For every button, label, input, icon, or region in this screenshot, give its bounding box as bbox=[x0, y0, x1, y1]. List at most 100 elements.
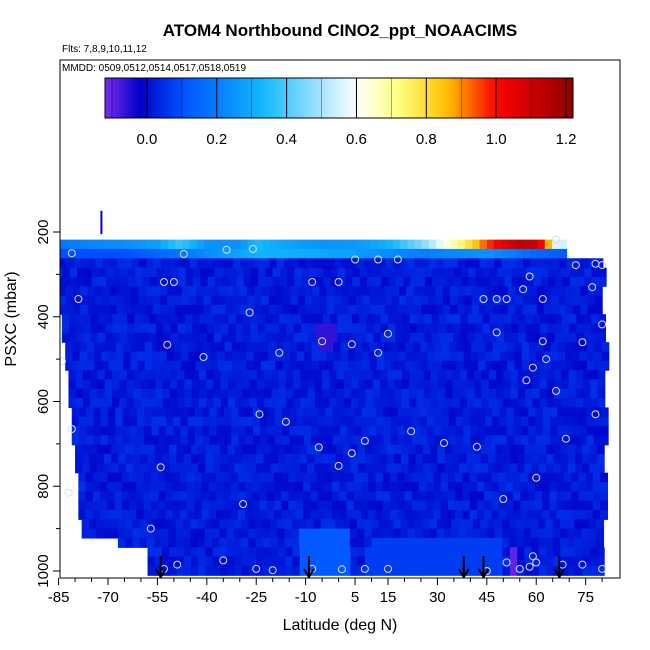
heatmap-cell bbox=[406, 295, 415, 306]
heatmap-cell bbox=[175, 239, 184, 250]
heatmap-cell bbox=[507, 351, 516, 362]
heatmap-cell bbox=[478, 360, 487, 371]
heatmap-cell bbox=[295, 472, 304, 483]
heatmap-cell bbox=[276, 295, 284, 306]
heatmap-cell bbox=[182, 248, 191, 259]
heatmap-cell bbox=[364, 547, 373, 558]
heatmap-cell bbox=[524, 454, 533, 464]
heatmap-cell bbox=[467, 370, 475, 381]
heatmap-cell bbox=[561, 314, 570, 325]
heatmap-cell bbox=[75, 388, 84, 399]
heatmap-cell bbox=[505, 472, 514, 483]
heatmap-cell bbox=[274, 482, 282, 492]
heatmap-cell bbox=[386, 547, 395, 558]
heatmap-cell bbox=[330, 332, 338, 343]
heatmap-cell bbox=[121, 509, 130, 520]
heatmap-cell bbox=[341, 258, 350, 269]
heatmap-cell bbox=[538, 547, 547, 558]
heatmap-cell bbox=[108, 360, 117, 371]
heatmap-cell bbox=[227, 388, 236, 399]
heatmap-cell bbox=[144, 351, 153, 362]
heatmap-cell bbox=[219, 519, 228, 530]
heatmap-cell bbox=[401, 379, 410, 390]
heatmap-cell bbox=[102, 248, 111, 259]
heatmap-cell bbox=[300, 370, 309, 381]
heatmap-cell bbox=[300, 398, 309, 409]
heatmap-cell bbox=[92, 491, 101, 502]
heatmap-cell bbox=[545, 528, 554, 539]
heatmap-cell bbox=[444, 547, 453, 558]
heatmap-cell bbox=[538, 463, 547, 474]
heatmap-cell bbox=[265, 276, 274, 287]
heatmap-cell bbox=[285, 565, 294, 576]
heatmap-cell bbox=[405, 426, 413, 436]
heatmap-cell bbox=[397, 426, 406, 436]
heatmap-cell bbox=[548, 276, 556, 287]
heatmap-cell bbox=[241, 463, 250, 474]
heatmap-cell bbox=[148, 398, 157, 409]
heatmap-cell bbox=[592, 482, 601, 492]
heatmap-cell bbox=[478, 295, 487, 306]
heatmap-cell bbox=[198, 370, 207, 381]
heatmap-cell bbox=[268, 304, 277, 315]
heatmap-cell bbox=[212, 537, 220, 548]
heatmap-cell bbox=[591, 267, 600, 278]
heatmap-cell bbox=[493, 286, 502, 297]
heatmap-cell bbox=[422, 547, 431, 558]
heatmap-cell bbox=[538, 444, 547, 455]
heatmap-cell bbox=[456, 351, 465, 362]
heatmap-cell bbox=[144, 426, 153, 436]
heatmap-cell bbox=[544, 258, 553, 269]
heatmap-cell bbox=[156, 314, 164, 325]
heatmap-cell bbox=[422, 519, 431, 530]
heatmap-cell bbox=[589, 463, 598, 474]
heatmap-cell bbox=[158, 482, 166, 492]
heatmap-cell bbox=[495, 547, 504, 558]
observation-point bbox=[60, 357, 66, 366]
heatmap-cell bbox=[119, 323, 128, 334]
heatmap-cell bbox=[567, 537, 576, 548]
observation-point bbox=[374, 348, 383, 357]
heatmap-cell bbox=[530, 239, 539, 250]
heatmap-cell bbox=[291, 537, 300, 548]
heatmap-cell bbox=[416, 388, 425, 399]
heatmap-cell bbox=[368, 426, 377, 436]
heatmap-cell bbox=[111, 398, 120, 409]
heatmap-cell bbox=[534, 491, 543, 502]
x-tick-label: -10 bbox=[295, 589, 317, 606]
heatmap-cell bbox=[158, 509, 166, 520]
heatmap-cell bbox=[528, 351, 537, 362]
heatmap-cell bbox=[212, 444, 221, 455]
heatmap-cell bbox=[411, 482, 420, 492]
heatmap-cell bbox=[284, 537, 293, 548]
heatmap-cell bbox=[516, 537, 525, 548]
heatmap-cell bbox=[332, 435, 341, 446]
heatmap-cell bbox=[100, 509, 108, 520]
heatmap-cell bbox=[438, 398, 446, 409]
heatmap-cell bbox=[303, 482, 311, 492]
heatmap-cell bbox=[274, 407, 283, 418]
heatmap-cell bbox=[455, 491, 464, 502]
heatmap-cell bbox=[129, 509, 137, 520]
heatmap-cell bbox=[486, 248, 495, 259]
heatmap-cell bbox=[209, 426, 218, 436]
heatmap-cell bbox=[351, 379, 359, 390]
heatmap-cell bbox=[76, 332, 85, 343]
heatmap-cell bbox=[580, 286, 589, 297]
heatmap-cell bbox=[223, 472, 232, 483]
heatmap-cell bbox=[488, 444, 496, 455]
heatmap-cell bbox=[205, 463, 214, 474]
heatmap-cell bbox=[405, 351, 414, 362]
heatmap-cell bbox=[148, 332, 157, 343]
heatmap-cell bbox=[307, 398, 316, 409]
heatmap-cell bbox=[491, 509, 500, 520]
heatmap-cell bbox=[366, 323, 375, 334]
heatmap-cell bbox=[477, 407, 486, 418]
heatmap-cell bbox=[96, 454, 105, 464]
heatmap-cell bbox=[452, 370, 461, 381]
heatmap-cell bbox=[563, 472, 572, 483]
heatmap-cell bbox=[88, 239, 97, 250]
heatmap-cell bbox=[80, 248, 89, 259]
heatmap-cell bbox=[52, 240, 60, 250]
heatmap-cell bbox=[540, 276, 549, 287]
